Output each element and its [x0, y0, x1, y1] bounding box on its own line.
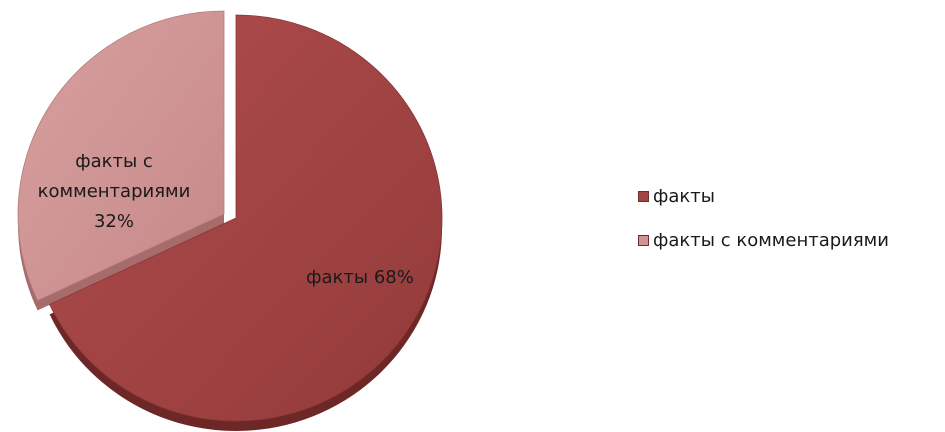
slice-label-kommentarii-line3: 32% — [94, 211, 134, 232]
legend-label-fakty: факты — [653, 185, 715, 207]
legend-item-kommentarii: факты с комментариями — [638, 229, 889, 251]
legend-swatch-kommentarii — [638, 234, 649, 246]
legend-label-kommentarii: факты с комментариями — [653, 229, 889, 251]
legend-item-fakty: факты — [638, 185, 889, 207]
legend-swatch-fakty — [638, 190, 649, 202]
pie-slice-kommentarii — [17, 10, 225, 301]
slice-label-fakty: факты 68% — [306, 267, 414, 288]
pie-labels: факты 68% факты с комментариями 32% — [38, 151, 414, 288]
pie-slices — [17, 10, 443, 422]
slice-label-kommentarii-line1: факты с — [75, 151, 153, 172]
pie-slice-fakty — [49, 14, 443, 422]
chart-legend: факты факты с комментариями — [638, 186, 889, 274]
slice-label-kommentarii-line2: комментариями — [38, 181, 191, 202]
